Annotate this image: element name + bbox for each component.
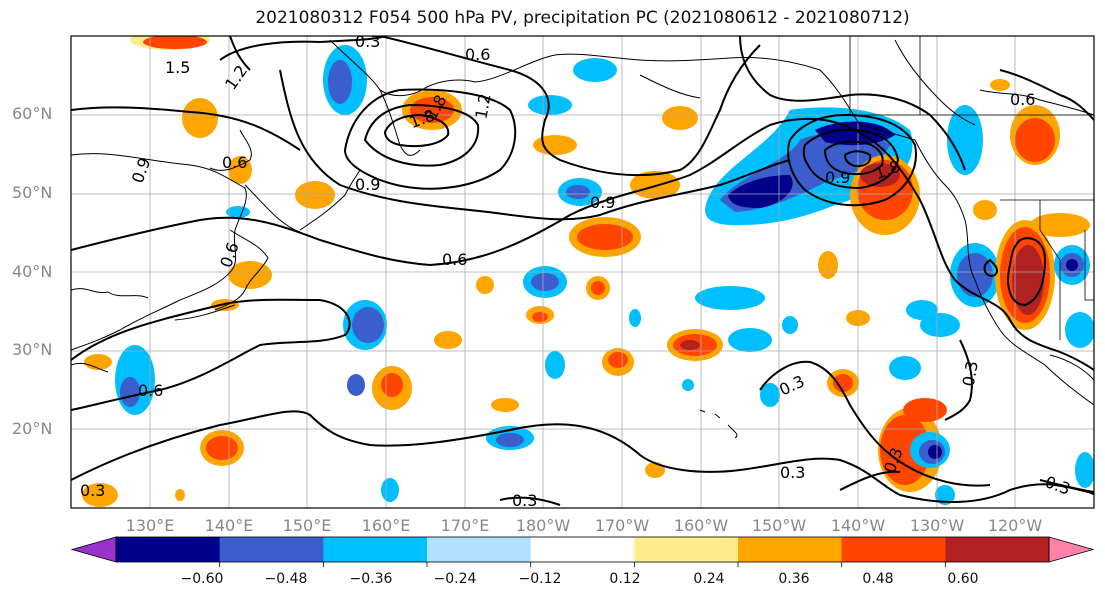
lon-label: 150°W <box>751 516 807 535</box>
lon-label: 140°E <box>204 516 254 535</box>
lon-label: 120°W <box>987 516 1043 535</box>
lon-label: 170°E <box>440 516 490 535</box>
colorbar-tick-label: −0.36 <box>349 571 393 587</box>
contour-label: 0.6 <box>138 381 163 400</box>
lat-label-20n: 20°N <box>12 419 53 438</box>
colorbar-tick-label: −0.60 <box>180 571 224 587</box>
contour-label: 0.3 <box>80 481 105 500</box>
lon-label: 130°E <box>125 516 175 535</box>
lon-label: 160°E <box>361 516 411 535</box>
contour-label: 1.5 <box>165 58 190 77</box>
contour-label: 0.9 <box>825 168 850 187</box>
lon-label: 160°W <box>673 516 729 535</box>
contour-label: 0.9 <box>590 193 615 212</box>
map-title: 2021080312 F054 500 hPa PV, precipitatio… <box>255 8 910 28</box>
contour-label: 0.3 <box>959 359 982 387</box>
contour-label: 0.3 <box>512 491 537 510</box>
contour-label: 0.3 <box>780 463 805 482</box>
lon-label: 150°E <box>282 516 332 535</box>
lon-label: 180°W <box>515 516 571 535</box>
contour-label: 0.6 <box>465 45 490 64</box>
colorbar-tick-label: 0.48 <box>862 571 894 587</box>
colorbar-tick-label: 0.12 <box>609 571 641 587</box>
lat-label-60n: 60°N <box>12 104 53 123</box>
colorbar-tick-label: −0.48 <box>264 571 308 587</box>
colorbar-tick-label: −0.12 <box>518 571 562 587</box>
map: 1.5 1.2 0.3 0.6 1.8 1.8 1.2 0.9 0.6 0.9 … <box>70 32 1095 510</box>
coastlines <box>71 39 1094 439</box>
contour-label: 0.9 <box>355 175 380 194</box>
lon-label: 140°W <box>830 516 886 535</box>
colorbar-tick-label: 0.36 <box>778 571 810 587</box>
lon-label: 170°W <box>594 516 650 535</box>
lon-label: 130°W <box>909 516 965 535</box>
colorbar-tick-label: 0.24 <box>693 571 725 587</box>
map-frame <box>70 35 1095 509</box>
colorbar-tick-label: −0.24 <box>433 571 477 587</box>
colorbar-tick-label: 0.60 <box>947 571 979 587</box>
contour-label: 0.6 <box>1010 90 1035 109</box>
contour-label: 0.6 <box>442 250 467 269</box>
contour-label: 1.2 <box>471 92 494 120</box>
lat-label-40n: 40°N <box>12 262 53 281</box>
pv-contours <box>71 36 1094 506</box>
lat-label-30n: 30°N <box>12 340 53 359</box>
contour-label: 0.3 <box>355 32 380 51</box>
contour-label: 0.6 <box>222 153 247 172</box>
lat-label-50n: 50°N <box>12 183 53 202</box>
